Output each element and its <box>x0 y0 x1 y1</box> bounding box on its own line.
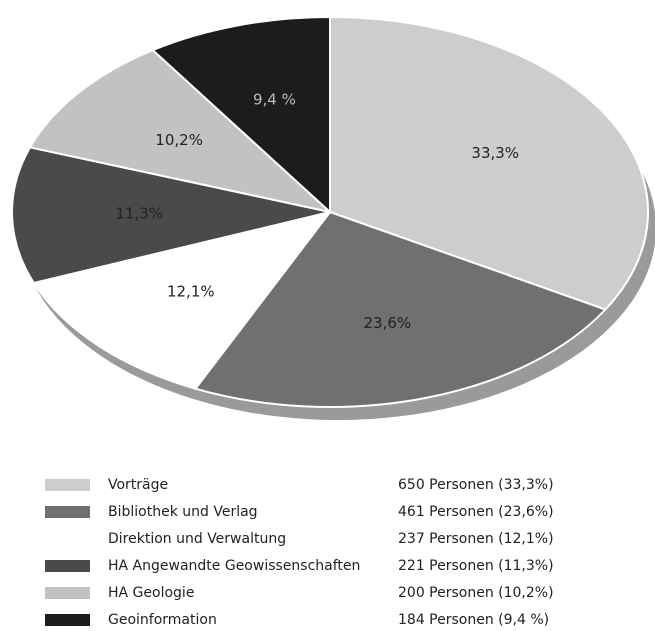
slice-label: 9,4 % <box>253 91 296 109</box>
slice-label: 10,2% <box>155 131 203 149</box>
legend-swatch <box>45 479 90 491</box>
legend-value: 184 Personen (9,4 %) <box>398 612 549 628</box>
legend-swatch <box>45 533 90 545</box>
legend-value: 650 Personen (33,3%) <box>398 477 554 493</box>
pie-slice <box>193 210 608 408</box>
pie-slice <box>150 15 331 215</box>
legend-swatch <box>45 506 90 518</box>
slice-label: 12,1% <box>167 283 215 301</box>
pie-slice <box>11 146 331 285</box>
legend-value: 461 Personen (23,6%) <box>398 504 554 520</box>
slice-label: 33,3% <box>471 144 519 162</box>
legend-label: Direktion und Verwaltung <box>108 531 286 547</box>
pie-slice <box>329 15 649 311</box>
legend-value: 221 Personen (11,3%) <box>398 558 554 574</box>
slice-label: 11,3% <box>115 205 163 223</box>
legend-swatch <box>45 587 90 599</box>
legend-label: HA Angewandte Geowissenschaften <box>108 558 360 574</box>
legend-swatch <box>45 560 90 572</box>
legend-value: 237 Personen (12,1%) <box>398 531 554 547</box>
legend-value: 200 Personen (10,2%) <box>398 585 554 601</box>
legend-label: HA Geologie <box>108 585 194 601</box>
legend-swatch <box>45 614 90 626</box>
legend-label: Geoinformation <box>108 612 217 628</box>
slice-label: 23,6% <box>363 314 411 332</box>
pie-slice <box>32 210 333 390</box>
legend-label: Bibliothek und Verlag <box>108 504 258 520</box>
pie-slice <box>28 48 334 214</box>
legend-label: Vorträge <box>108 477 168 493</box>
